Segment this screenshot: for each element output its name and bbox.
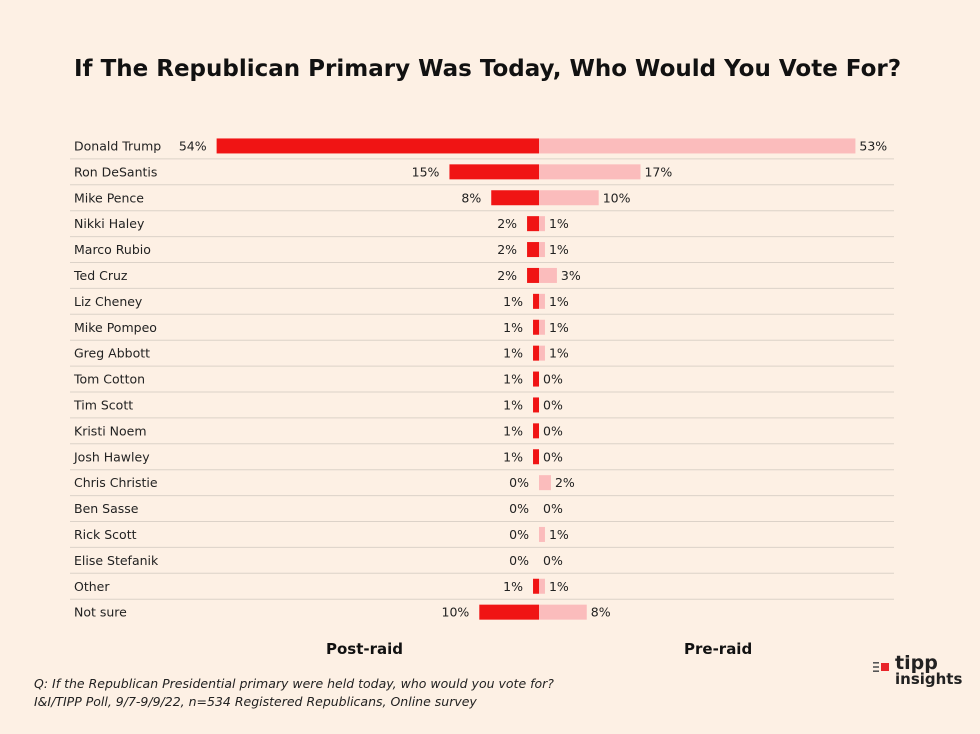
value-label-post-raid-josh-hawley: 1% — [503, 449, 523, 464]
value-label-post-raid-chris-christie: 0% — [509, 475, 529, 490]
bar-post-raid-mike-pence — [491, 190, 539, 206]
value-label-post-raid-liz-cheney: 1% — [503, 294, 523, 309]
category-label-tom-cotton: Tom Cotton — [73, 372, 145, 387]
footnote: Q: If the Republican Presidential primar… — [34, 675, 554, 711]
value-label-pre-raid-josh-hawley: 0% — [543, 449, 563, 464]
bar-pre-raid-ted-cruz — [539, 267, 557, 283]
bar-pre-raid-other — [539, 578, 545, 594]
value-label-post-raid-greg-abbott: 1% — [503, 346, 523, 361]
logo-text-line2: insights — [895, 670, 963, 688]
value-label-post-raid-marco-rubio: 2% — [497, 242, 517, 257]
value-label-post-raid-mike-pence: 8% — [461, 190, 481, 205]
category-label-ted-cruz: Ted Cruz — [73, 268, 128, 283]
category-label-josh-hawley: Josh Hawley — [73, 449, 150, 464]
value-label-pre-raid-marco-rubio: 1% — [549, 242, 569, 257]
value-label-post-raid-ron-desantis: 15% — [412, 164, 440, 179]
bar-pre-raid-not-sure — [539, 604, 587, 620]
value-label-pre-raid-mike-pompeo: 1% — [549, 320, 569, 335]
value-label-pre-raid-tom-cotton: 0% — [543, 372, 563, 387]
value-label-post-raid-not-sure: 10% — [442, 605, 470, 620]
category-label-kristi-noem: Kristi Noem — [74, 423, 147, 438]
value-label-post-raid-other: 1% — [503, 579, 523, 594]
bar-pre-raid-marco-rubio — [539, 242, 545, 258]
bar-post-raid-liz-cheney — [533, 293, 539, 309]
logo-mark-icon — [873, 662, 889, 672]
value-label-pre-raid-chris-christie: 2% — [555, 475, 575, 490]
footnote-question: Q: If the Republican Presidential primar… — [34, 676, 554, 691]
value-label-post-raid-tom-cotton: 1% — [503, 372, 523, 387]
footnote-source: I&I/TIPP Poll, 9/7-9/9/22, n=534 Registe… — [34, 694, 477, 709]
category-label-ben-sasse: Ben Sasse — [74, 501, 139, 516]
bar-post-raid-josh-hawley — [533, 449, 539, 465]
bar-post-raid-tom-cotton — [533, 371, 539, 387]
category-label-other: Other — [74, 579, 110, 594]
category-label-marco-rubio: Marco Rubio — [74, 242, 151, 257]
bar-post-raid-tim-scott — [533, 397, 539, 413]
bar-pre-raid-rick-scott — [539, 526, 545, 542]
value-label-pre-raid-not-sure: 8% — [591, 605, 611, 620]
category-label-elise-stefanik: Elise Stefanik — [74, 553, 159, 568]
value-label-pre-raid-greg-abbott: 1% — [549, 346, 569, 361]
bar-pre-raid-liz-cheney — [539, 293, 545, 309]
bar-pre-raid-chris-christie — [539, 475, 551, 491]
value-label-pre-raid-elise-stefanik: 0% — [543, 553, 563, 568]
value-label-pre-raid-other: 1% — [549, 579, 569, 594]
bar-post-raid-other — [533, 578, 539, 594]
bar-post-raid-greg-abbott — [533, 345, 539, 361]
bar-post-raid-mike-pompeo — [533, 319, 539, 335]
value-label-post-raid-rick-scott: 0% — [509, 527, 529, 542]
value-label-post-raid-ted-cruz: 2% — [497, 268, 517, 283]
value-label-post-raid-donald-trump: 54% — [179, 138, 207, 153]
category-label-chris-christie: Chris Christie — [74, 475, 158, 490]
value-label-pre-raid-kristi-noem: 0% — [543, 423, 563, 438]
tipp-insights-logo: tipp insights — [873, 654, 969, 690]
value-label-pre-raid-tim-scott: 0% — [543, 397, 563, 412]
value-label-pre-raid-donald-trump: 53% — [859, 138, 887, 153]
category-label-mike-pompeo: Mike Pompeo — [74, 320, 157, 335]
value-label-pre-raid-mike-pence: 10% — [603, 190, 631, 205]
logo-text-line1: tipp — [895, 652, 938, 674]
category-label-liz-cheney: Liz Cheney — [74, 294, 143, 309]
value-label-post-raid-kristi-noem: 1% — [503, 423, 523, 438]
value-label-post-raid-ben-sasse: 0% — [509, 501, 529, 516]
bar-pre-raid-donald-trump — [539, 138, 856, 154]
category-label-mike-pence: Mike Pence — [74, 190, 144, 205]
category-label-donald-trump: Donald Trump — [74, 138, 161, 153]
bar-post-raid-donald-trump — [216, 138, 539, 154]
chart-title: If The Republican Primary Was Today, Who… — [74, 56, 902, 82]
value-label-post-raid-nikki-haley: 2% — [497, 216, 517, 231]
bar-pre-raid-ron-desantis — [539, 164, 641, 180]
pre-raid-label: Pre-raid — [684, 640, 753, 658]
post-raid-label: Post-raid — [326, 640, 404, 658]
value-label-pre-raid-nikki-haley: 1% — [549, 216, 569, 231]
category-label-rick-scott: Rick Scott — [74, 527, 137, 542]
category-label-tim-scott: Tim Scott — [73, 397, 133, 412]
value-label-pre-raid-liz-cheney: 1% — [549, 294, 569, 309]
bar-pre-raid-mike-pence — [539, 190, 599, 206]
bar-post-raid-not-sure — [479, 604, 539, 620]
bar-post-raid-kristi-noem — [533, 423, 539, 439]
bar-post-raid-ted-cruz — [527, 267, 539, 283]
category-label-nikki-haley: Nikki Haley — [74, 216, 145, 231]
value-label-pre-raid-rick-scott: 1% — [549, 527, 569, 542]
value-label-post-raid-elise-stefanik: 0% — [509, 553, 529, 568]
value-label-post-raid-tim-scott: 1% — [503, 397, 523, 412]
value-label-pre-raid-ted-cruz: 3% — [561, 268, 581, 283]
value-label-post-raid-mike-pompeo: 1% — [503, 320, 523, 335]
bar-post-raid-ron-desantis — [449, 164, 539, 180]
category-label-greg-abbott: Greg Abbott — [74, 346, 150, 361]
bar-post-raid-nikki-haley — [527, 216, 539, 232]
bar-post-raid-marco-rubio — [527, 242, 539, 258]
logo-text: tipp insights — [895, 654, 962, 687]
value-label-pre-raid-ron-desantis: 17% — [644, 164, 672, 179]
value-label-pre-raid-ben-sasse: 0% — [543, 501, 563, 516]
bar-pre-raid-nikki-haley — [539, 216, 545, 232]
category-label-ron-desantis: Ron DeSantis — [74, 164, 157, 179]
bar-pre-raid-greg-abbott — [539, 345, 545, 361]
bar-pre-raid-mike-pompeo — [539, 319, 545, 335]
category-label-not-sure: Not sure — [74, 605, 127, 620]
